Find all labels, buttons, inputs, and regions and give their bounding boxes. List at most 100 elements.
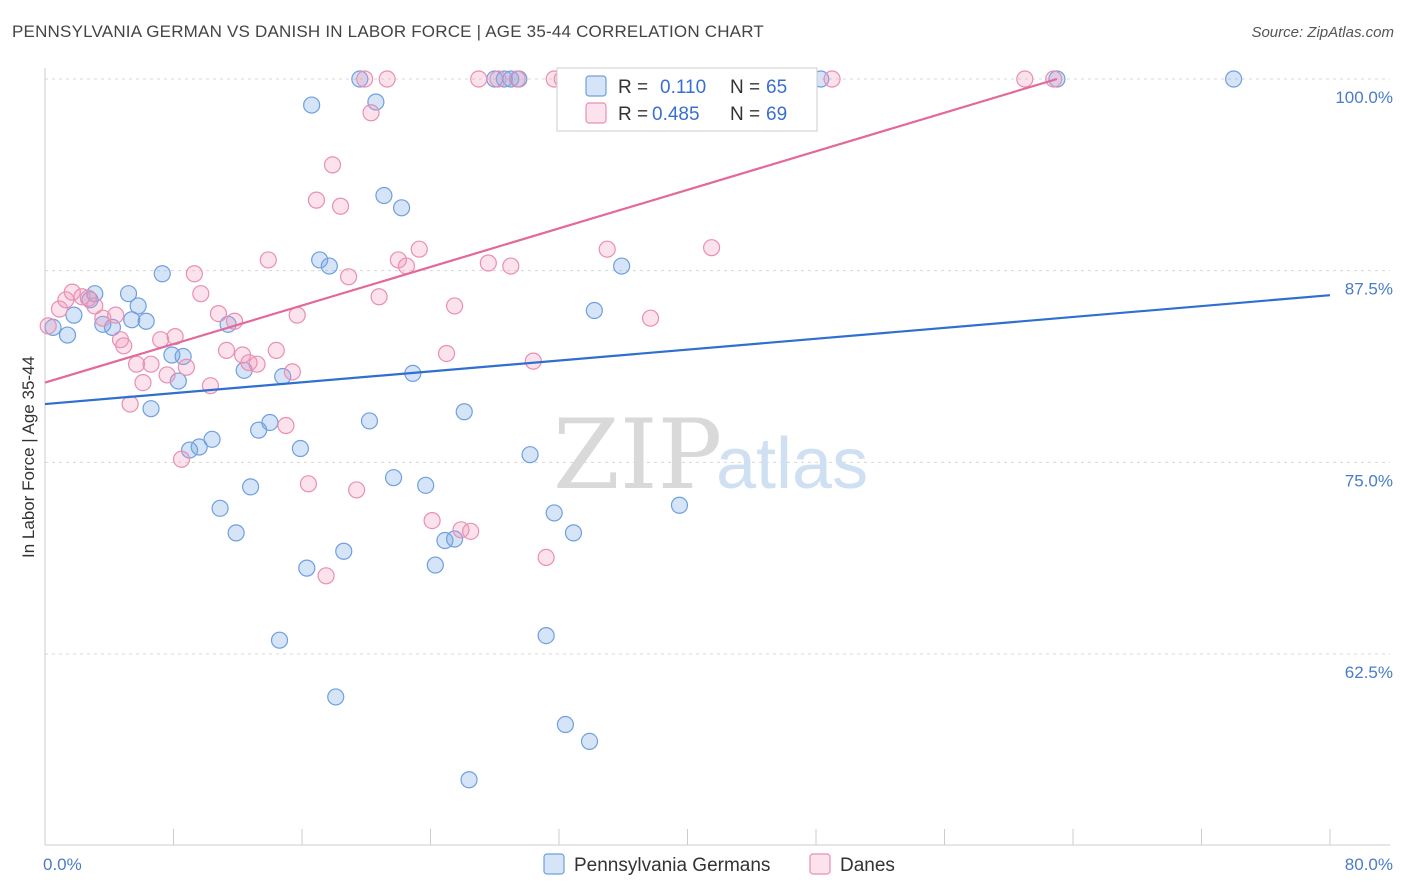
pennsylvania-german-point: [303, 96, 321, 114]
danes-point: [73, 288, 91, 306]
danes-point: [331, 197, 350, 215]
x-tick-label: 80.0%: [1345, 855, 1393, 874]
pennsylvania-german-point: [426, 556, 444, 574]
danes-point: [209, 305, 228, 323]
danes-point: [192, 285, 210, 303]
stats-legend-box: [556, 67, 818, 132]
danes-point: [370, 288, 388, 306]
pennsylvania-german-point: [564, 524, 583, 542]
danes-point: [437, 344, 456, 363]
legend-n-label-blue: N =: [730, 77, 760, 98]
pennsylvania-german-point: [417, 476, 435, 494]
axes: [44, 68, 1390, 846]
pennsylvania-german-point: [291, 439, 309, 458]
series-pennsylvania-germans: [44, 70, 1243, 789]
watermark-atlas: atlas: [716, 424, 868, 504]
y-tick-label: 62.5%: [1345, 663, 1393, 682]
pennsylvania-german-point: [311, 251, 329, 269]
trend-lines: [44, 77, 1331, 406]
pennsylvania-german-point: [129, 297, 147, 315]
danes-point: [121, 395, 139, 413]
pennsylvania-german-point: [556, 715, 575, 734]
legend-r-value-pink: 0.485: [652, 104, 700, 125]
pennsylvania-german-point: [123, 311, 141, 329]
danes-point: [702, 239, 721, 257]
danes-point: [134, 374, 152, 392]
danes-point: [423, 511, 441, 530]
danes-point: [86, 297, 104, 315]
pennsylvania-german-point: [227, 524, 245, 542]
pennsylvania-german-point: [670, 496, 689, 514]
danes-point: [63, 283, 81, 301]
pennsylvania-german-point: [298, 559, 316, 577]
pennsylvania-german-point: [521, 446, 539, 464]
legend-r-value-blue: 0.110: [660, 77, 706, 98]
danes-point: [177, 358, 195, 376]
legend-n-value-blue: 65: [766, 77, 787, 98]
danes-point: [94, 309, 112, 327]
danes-point: [217, 341, 236, 359]
pennsylvania-german-point: [335, 542, 353, 560]
legend-swatch-blue: [585, 75, 607, 97]
danes-point: [1016, 70, 1034, 88]
pennsylvania-german-point: [242, 478, 260, 496]
danes-point: [248, 355, 266, 373]
pennsylvania-german-point: [65, 306, 83, 324]
pennsylvania-german-point: [360, 412, 379, 430]
danes-point: [537, 548, 555, 567]
pennsylvania-german-point: [211, 499, 229, 517]
pennsylvania-german-point: [174, 347, 192, 366]
pennsylvania-german-point: [119, 285, 138, 303]
bottom-legend-label-pink: Danes: [840, 855, 895, 876]
danes-point: [142, 355, 160, 373]
pennsylvania-german-point: [367, 93, 385, 111]
danes-point: [267, 341, 285, 359]
pennsylvania-german-point: [142, 400, 160, 418]
pennsylvania-german-point: [495, 70, 513, 88]
y-axis-title: In Labor Force | Age 35-44: [19, 356, 38, 558]
pennsylvania-german-point: [455, 403, 473, 421]
danes-point: [323, 156, 342, 174]
pennsylvania-german-point: [375, 186, 393, 205]
danes-point: [348, 481, 366, 499]
bottom-legend-swatch-blue: [543, 853, 565, 875]
danes-point: [410, 240, 428, 258]
bottom-legend-label-blue: Pennsylvania Germans: [574, 855, 770, 876]
x-tick-labels: 0.0% 80.0%: [43, 855, 1393, 874]
legend-n-label-pink: N =: [730, 104, 760, 125]
y-tick-label: 75.0%: [1345, 471, 1393, 490]
pennsylvania-german-point: [327, 688, 345, 706]
danes-point: [462, 522, 480, 540]
legend-n-value-pink: 69: [766, 104, 787, 125]
danes-point: [362, 104, 380, 122]
danes-point: [107, 306, 125, 324]
series-legend: Pennsylvania Germans Danes: [543, 853, 895, 876]
danes-point: [115, 337, 133, 355]
y-tick-labels: 100.0% 87.5% 75.0% 62.5%: [1335, 88, 1393, 682]
y-tick-label: 100.0%: [1335, 88, 1393, 107]
y-tick-label: 87.5%: [1345, 280, 1393, 299]
pennsylvania-german-point: [351, 70, 369, 88]
legend-swatch-pink: [585, 102, 607, 124]
danes-point: [502, 257, 520, 275]
danes-point: [641, 309, 660, 327]
danes-point: [127, 355, 146, 373]
danes-point: [317, 567, 335, 585]
pennsylvania-german-point: [460, 771, 478, 789]
danes-point: [299, 475, 318, 493]
pennsylvania-german-point: [613, 257, 631, 275]
bottom-legend-swatch-pink: [809, 853, 831, 875]
danes-point: [356, 70, 374, 88]
pennsylvania-german-point: [545, 504, 563, 522]
pennsylvania-german-point: [137, 312, 155, 330]
legend-r-label-pink: R =: [618, 104, 648, 125]
legend-r-label-blue: R =: [618, 77, 648, 98]
danes-point: [259, 251, 277, 269]
danes-point: [598, 240, 616, 258]
danes-point: [479, 254, 497, 272]
pennsylvania-german-point: [58, 326, 77, 344]
danes-point: [489, 70, 507, 88]
pennsylvania-german-point: [94, 315, 112, 333]
pennsylvania-german-point: [270, 631, 289, 649]
